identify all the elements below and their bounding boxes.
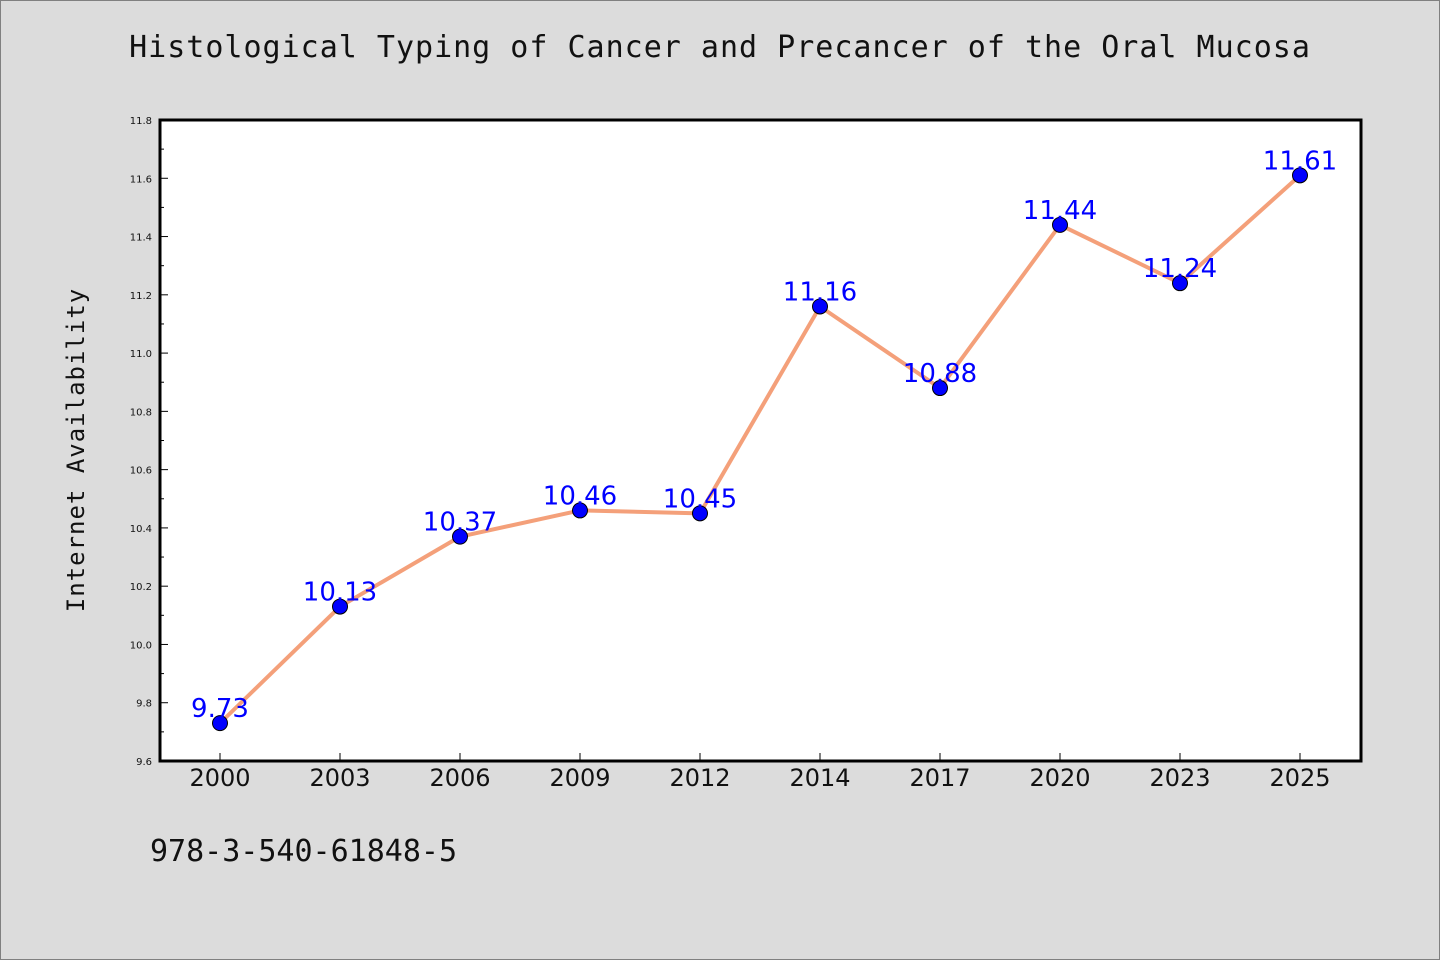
data-point xyxy=(692,505,708,522)
data-label: 11.61 xyxy=(1263,146,1337,176)
data-point xyxy=(1052,216,1068,233)
y-axis: 9.6 9.8 10.0 10.2 10.4 10.6 10.8 11.0 11.2 11.4 11… xyxy=(130,116,168,768)
data-label: 11.24 xyxy=(1143,254,1217,284)
chart-title: Histological Typing of Cancer and Precan… xyxy=(129,30,1311,65)
x-tick-label: 2023 xyxy=(1149,764,1210,792)
y-tick-label: 11.2 xyxy=(130,291,152,302)
data-label: 9.73 xyxy=(191,694,249,724)
y-tick-label: 11.0 xyxy=(130,349,152,360)
data-point xyxy=(212,715,228,732)
x-tick-label: 2003 xyxy=(309,764,370,792)
y-tick-label: 11.6 xyxy=(130,174,152,185)
x-tick-label: 2025 xyxy=(1269,764,1330,792)
x-tick-label: 2000 xyxy=(189,764,250,792)
x-tick-label: 2017 xyxy=(909,764,970,792)
data-point xyxy=(932,380,948,397)
y-tick-label: 10.4 xyxy=(130,524,152,535)
data-label: 10.13 xyxy=(303,578,377,608)
data-label: 10.45 xyxy=(663,484,737,514)
isbn-text: 978-3-540-61848-5 xyxy=(150,834,458,869)
data-point xyxy=(452,528,468,545)
x-axis: 2000 2003 2006 2009 2012 2014 2017 2020 2023 2025 xyxy=(189,753,1331,792)
data-points xyxy=(212,167,1308,732)
data-label: 11.44 xyxy=(1023,196,1097,226)
data-point xyxy=(332,598,348,615)
y-tick-label: 10.2 xyxy=(130,582,152,593)
y-tick-label: 10.0 xyxy=(130,640,152,651)
data-point xyxy=(1292,167,1308,184)
data-label: 10.46 xyxy=(543,481,617,511)
y-tick-label: 11.4 xyxy=(130,233,152,244)
data-label: 10.37 xyxy=(423,508,497,538)
x-tick-label: 2012 xyxy=(669,764,730,792)
x-tick-label: 2014 xyxy=(789,764,850,792)
y-tick-label: 9.6 xyxy=(136,757,152,768)
x-tick-label: 2006 xyxy=(429,764,490,792)
y-tick-label: 11.8 xyxy=(130,116,152,127)
x-tick-label: 2020 xyxy=(1029,764,1090,792)
data-point xyxy=(572,502,588,519)
data-labels: 9.73 10.13 10.37 10.46 10.45 11.16 10.88 11.44 1… xyxy=(191,146,1337,724)
x-tick-label: 2009 xyxy=(549,764,610,792)
data-label: 10.88 xyxy=(903,359,977,389)
plot-area xyxy=(158,118,1363,763)
y-tick-label: 10.6 xyxy=(130,466,152,477)
data-label: 11.16 xyxy=(783,277,857,307)
data-point xyxy=(1172,275,1188,292)
y-tick-label: 10.8 xyxy=(130,407,152,418)
y-tick-label: 9.8 xyxy=(136,699,152,710)
data-point xyxy=(812,298,828,315)
series-line xyxy=(218,173,1302,725)
